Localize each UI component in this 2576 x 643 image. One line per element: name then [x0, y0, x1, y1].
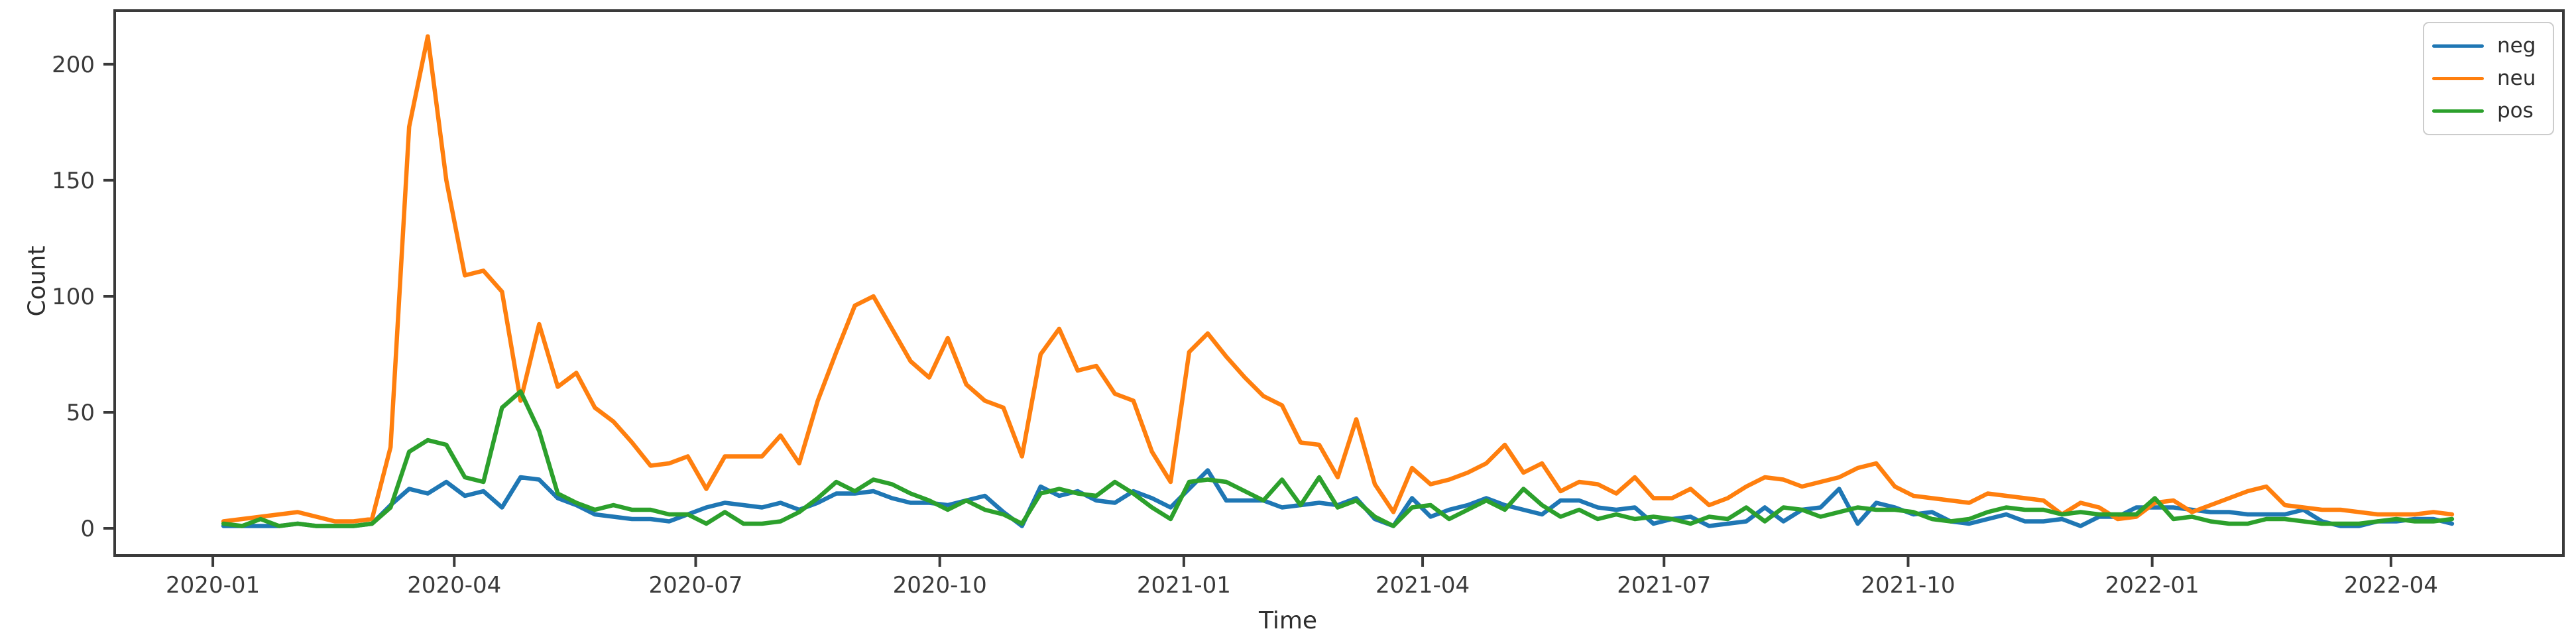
- legend-item-pos: pos: [2432, 101, 2553, 121]
- y-tick-label: 150: [52, 168, 95, 194]
- x-tick-label: 2020-04: [407, 572, 501, 599]
- x-tick-label: 2020-10: [893, 572, 987, 599]
- legend-label-neu: neu: [2497, 66, 2536, 90]
- x-tick-label: 2021-01: [1137, 572, 1231, 599]
- x-axis-ticks: 2020-01 2020-04 2020-07 2020-10 2021-01 2021-…: [166, 555, 2438, 599]
- series-line-pos: [221, 389, 2455, 528]
- x-tick-label: 2021-07: [1617, 572, 1711, 599]
- y-tick-label: 200: [52, 52, 95, 78]
- legend-label-pos: pos: [2497, 99, 2534, 123]
- x-tick-label: 2021-10: [1861, 572, 1955, 599]
- legend-label-neg: neg: [2497, 34, 2536, 58]
- y-tick-label: 0: [80, 516, 95, 542]
- legend-item-neg: neg: [2432, 36, 2553, 56]
- x-tick-label: 2020-01: [166, 572, 260, 599]
- x-tick-label: 2022-04: [2344, 572, 2438, 599]
- x-tick-label: 2020-07: [648, 572, 742, 599]
- pos-line-sample-icon: [2432, 109, 2484, 113]
- x-tick-label: 2022-01: [2105, 572, 2199, 599]
- y-tick-label: 50: [66, 400, 95, 426]
- legend-item-neu: neu: [2432, 68, 2553, 89]
- neu-line-sample-icon: [2432, 77, 2484, 80]
- legend-box: neg neu pos: [2423, 22, 2554, 135]
- y-axis-label: Count: [23, 245, 51, 317]
- plot-frame: [113, 9, 2565, 557]
- series-line-neu: [221, 34, 2455, 524]
- x-tick-label: 2021-04: [1376, 572, 1470, 599]
- y-tick-label: 100: [52, 284, 95, 310]
- y-axis-ticks: 0 50 100 150 200: [52, 52, 115, 542]
- neg-line-sample-icon: [2432, 44, 2484, 48]
- x-axis-label: Time: [1258, 607, 1318, 634]
